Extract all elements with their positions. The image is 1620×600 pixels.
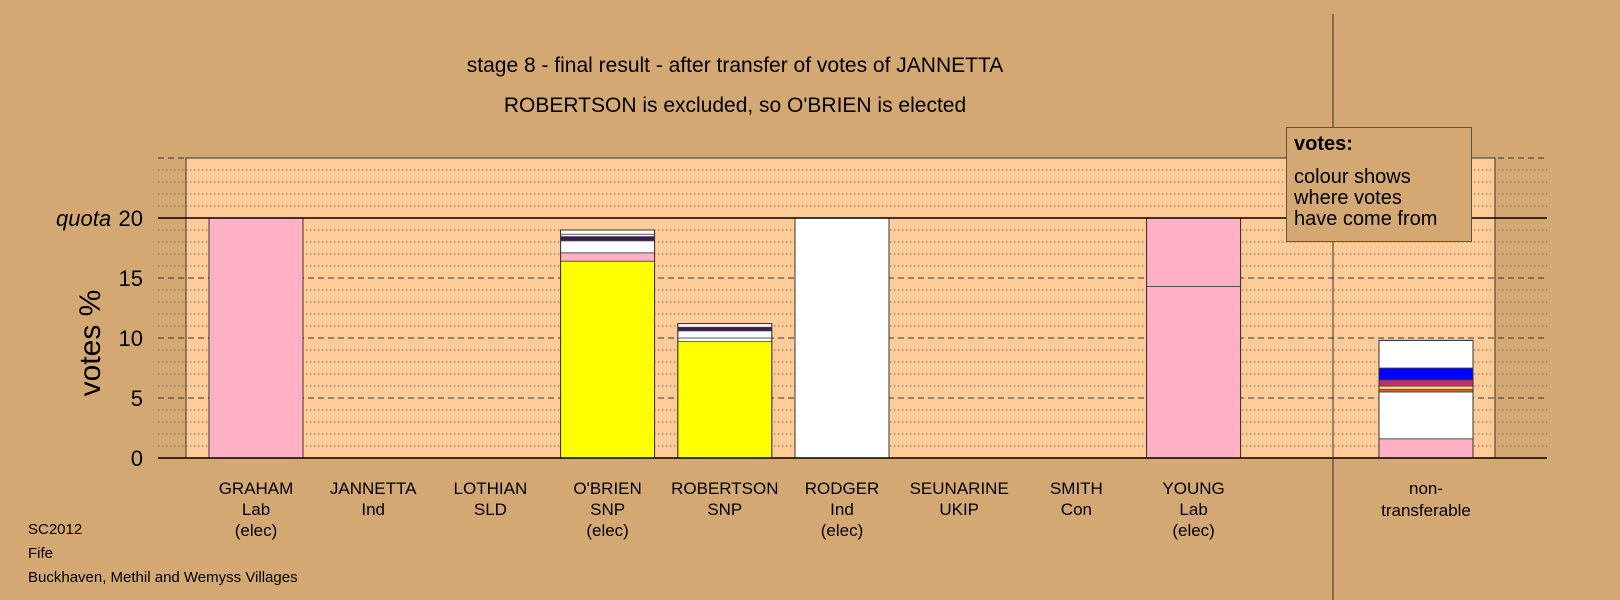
bar-robertson-segment xyxy=(677,341,773,459)
bar-nontransferable-segment xyxy=(1378,438,1474,459)
candidate-party-label: UKIP xyxy=(939,500,979,519)
bar-nontransferable-segment xyxy=(1378,339,1474,369)
legend-title: votes: xyxy=(1294,133,1353,155)
bar-robertson-segment xyxy=(677,326,773,332)
bar-young-segment xyxy=(1146,217,1241,287)
candidate-party-label: SNP xyxy=(590,500,625,519)
footer-ward: Buckhaven, Methil and Wemyss Villages xyxy=(28,569,298,586)
candidate-party-label: SLD xyxy=(474,500,507,519)
bar-rodger-segment xyxy=(794,217,890,459)
bar-young-segment xyxy=(1146,285,1241,459)
candidate-status-label: (elec) xyxy=(586,521,629,540)
nontransferable-label-line-1: non- xyxy=(1409,479,1443,498)
bar-obrien-segment xyxy=(560,236,655,242)
candidate-name-label: SEUNARINE xyxy=(910,479,1009,498)
candidate-party-label: SNP xyxy=(707,500,742,519)
candidate-party-label: Con xyxy=(1061,500,1092,519)
legend-line-2: where votes xyxy=(1294,187,1402,209)
candidate-status-label: (elec) xyxy=(1172,521,1215,540)
candidate-name-label: O'BRIEN xyxy=(573,479,641,498)
candidate-status-label: (elec) xyxy=(821,521,864,540)
candidate-name-label: YOUNG xyxy=(1162,479,1224,498)
candidate-name-label: ROBERTSON xyxy=(671,479,778,498)
candidate-status-label: (elec) xyxy=(235,521,278,540)
y-axis-title: votes % xyxy=(74,290,107,397)
y-tick-label-quota-value: 20 xyxy=(119,206,143,231)
candidate-party-label: Ind xyxy=(830,500,854,519)
bar-obrien-segment xyxy=(560,260,655,459)
bar-nontransferable-segment xyxy=(1378,385,1474,390)
legend-line-1: colour shows xyxy=(1294,166,1411,188)
bar-obrien-segment xyxy=(560,252,655,262)
bar-robertson-segment xyxy=(677,323,773,328)
y-tick-label: 5 xyxy=(131,386,143,411)
candidate-name-label: JANNETTA xyxy=(330,479,417,498)
nontransferable-label-line-2: transferable xyxy=(1381,501,1471,520)
bar-obrien-segment xyxy=(560,240,655,254)
bar-robertson-segment xyxy=(677,337,773,342)
footer-election: SC2012 xyxy=(28,521,83,538)
y-tick-label: 0 xyxy=(131,446,143,471)
candidate-name-label: LOTHIAN xyxy=(454,479,528,498)
candidate-party-label: Lab xyxy=(242,500,270,519)
bar-nontransferable-segment xyxy=(1378,367,1474,381)
candidate-party-label: Lab xyxy=(1179,500,1207,519)
chart-title-line-1: stage 8 - final result - after transfer … xyxy=(467,54,1003,77)
candidate-name-label: SMITH xyxy=(1050,479,1103,498)
quota-label: quota xyxy=(56,206,111,231)
legend-box: votes: colour shows where votes have com… xyxy=(1286,127,1472,242)
candidate-party-label: Ind xyxy=(361,500,385,519)
footer-council: Fife xyxy=(28,545,54,562)
candidate-name-label: GRAHAM xyxy=(219,479,294,498)
y-tick-label: 15 xyxy=(119,266,143,291)
bar-robertson-segment xyxy=(677,330,773,339)
legend-line-3: have come from xyxy=(1294,208,1438,230)
candidate-name-label: RODGER xyxy=(805,479,880,498)
chart-title-line-2: ROBERTSON is excluded, so O'BRIEN is ele… xyxy=(504,94,966,117)
y-tick-label: 10 xyxy=(119,326,143,351)
bar-nontransferable-segment xyxy=(1378,379,1474,387)
bar-graham-segment xyxy=(208,217,304,459)
bar-nontransferable-segment xyxy=(1378,391,1474,440)
bar-obrien-segment xyxy=(560,229,655,235)
